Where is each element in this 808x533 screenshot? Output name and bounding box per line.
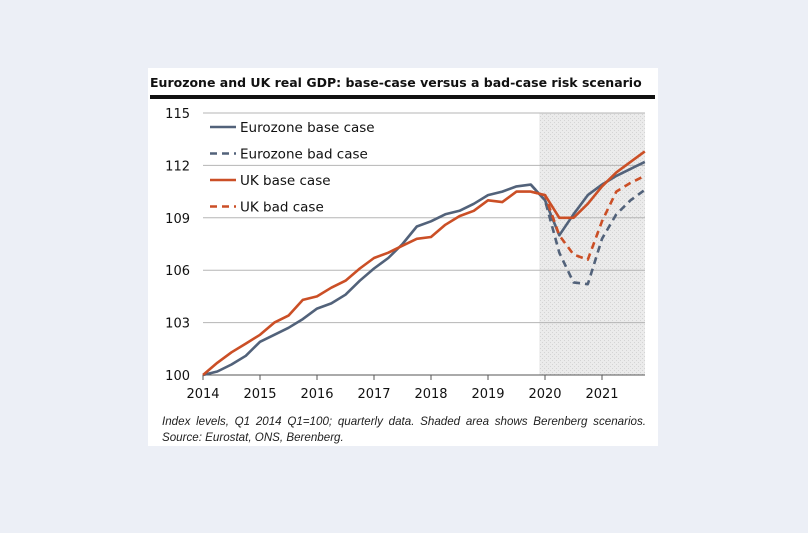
- x-tick-label: 2021: [585, 387, 618, 402]
- scenario-shaded-area: [539, 113, 645, 375]
- x-tick-label: 2014: [186, 387, 219, 402]
- x-tick-label: 2020: [528, 387, 561, 402]
- legend-label: UK bad case: [240, 200, 324, 216]
- legend-label: UK base case: [240, 173, 331, 189]
- x-tick-label: 2019: [471, 387, 504, 402]
- x-tick-label: 2015: [243, 387, 276, 402]
- legend-label: Eurozone base case: [240, 120, 375, 136]
- y-tick-label: 109: [165, 212, 190, 227]
- y-tick-label: 103: [165, 317, 190, 332]
- series-line-eurozone-bad-case: [529, 183, 646, 286]
- y-tick-label: 115: [165, 107, 190, 122]
- x-tick-label: 2018: [414, 387, 447, 402]
- y-tick-label: 100: [165, 369, 190, 384]
- y-tick-label: 112: [165, 159, 190, 174]
- series-line-uk-bad-case: [530, 174, 646, 261]
- series-line-uk-base-case: [202, 150, 646, 376]
- y-tick-label: 106: [165, 264, 190, 279]
- chart-title: Eurozone and UK real GDP: base-case vers…: [150, 75, 642, 90]
- x-tick-label: 2017: [357, 387, 390, 402]
- x-tick-label: 2016: [300, 387, 333, 402]
- chart-caption: Index levels, Q1 2014 Q1=100; quarterly …: [162, 415, 646, 444]
- title-rule: [150, 95, 655, 99]
- legend-label: Eurozone bad case: [240, 147, 368, 163]
